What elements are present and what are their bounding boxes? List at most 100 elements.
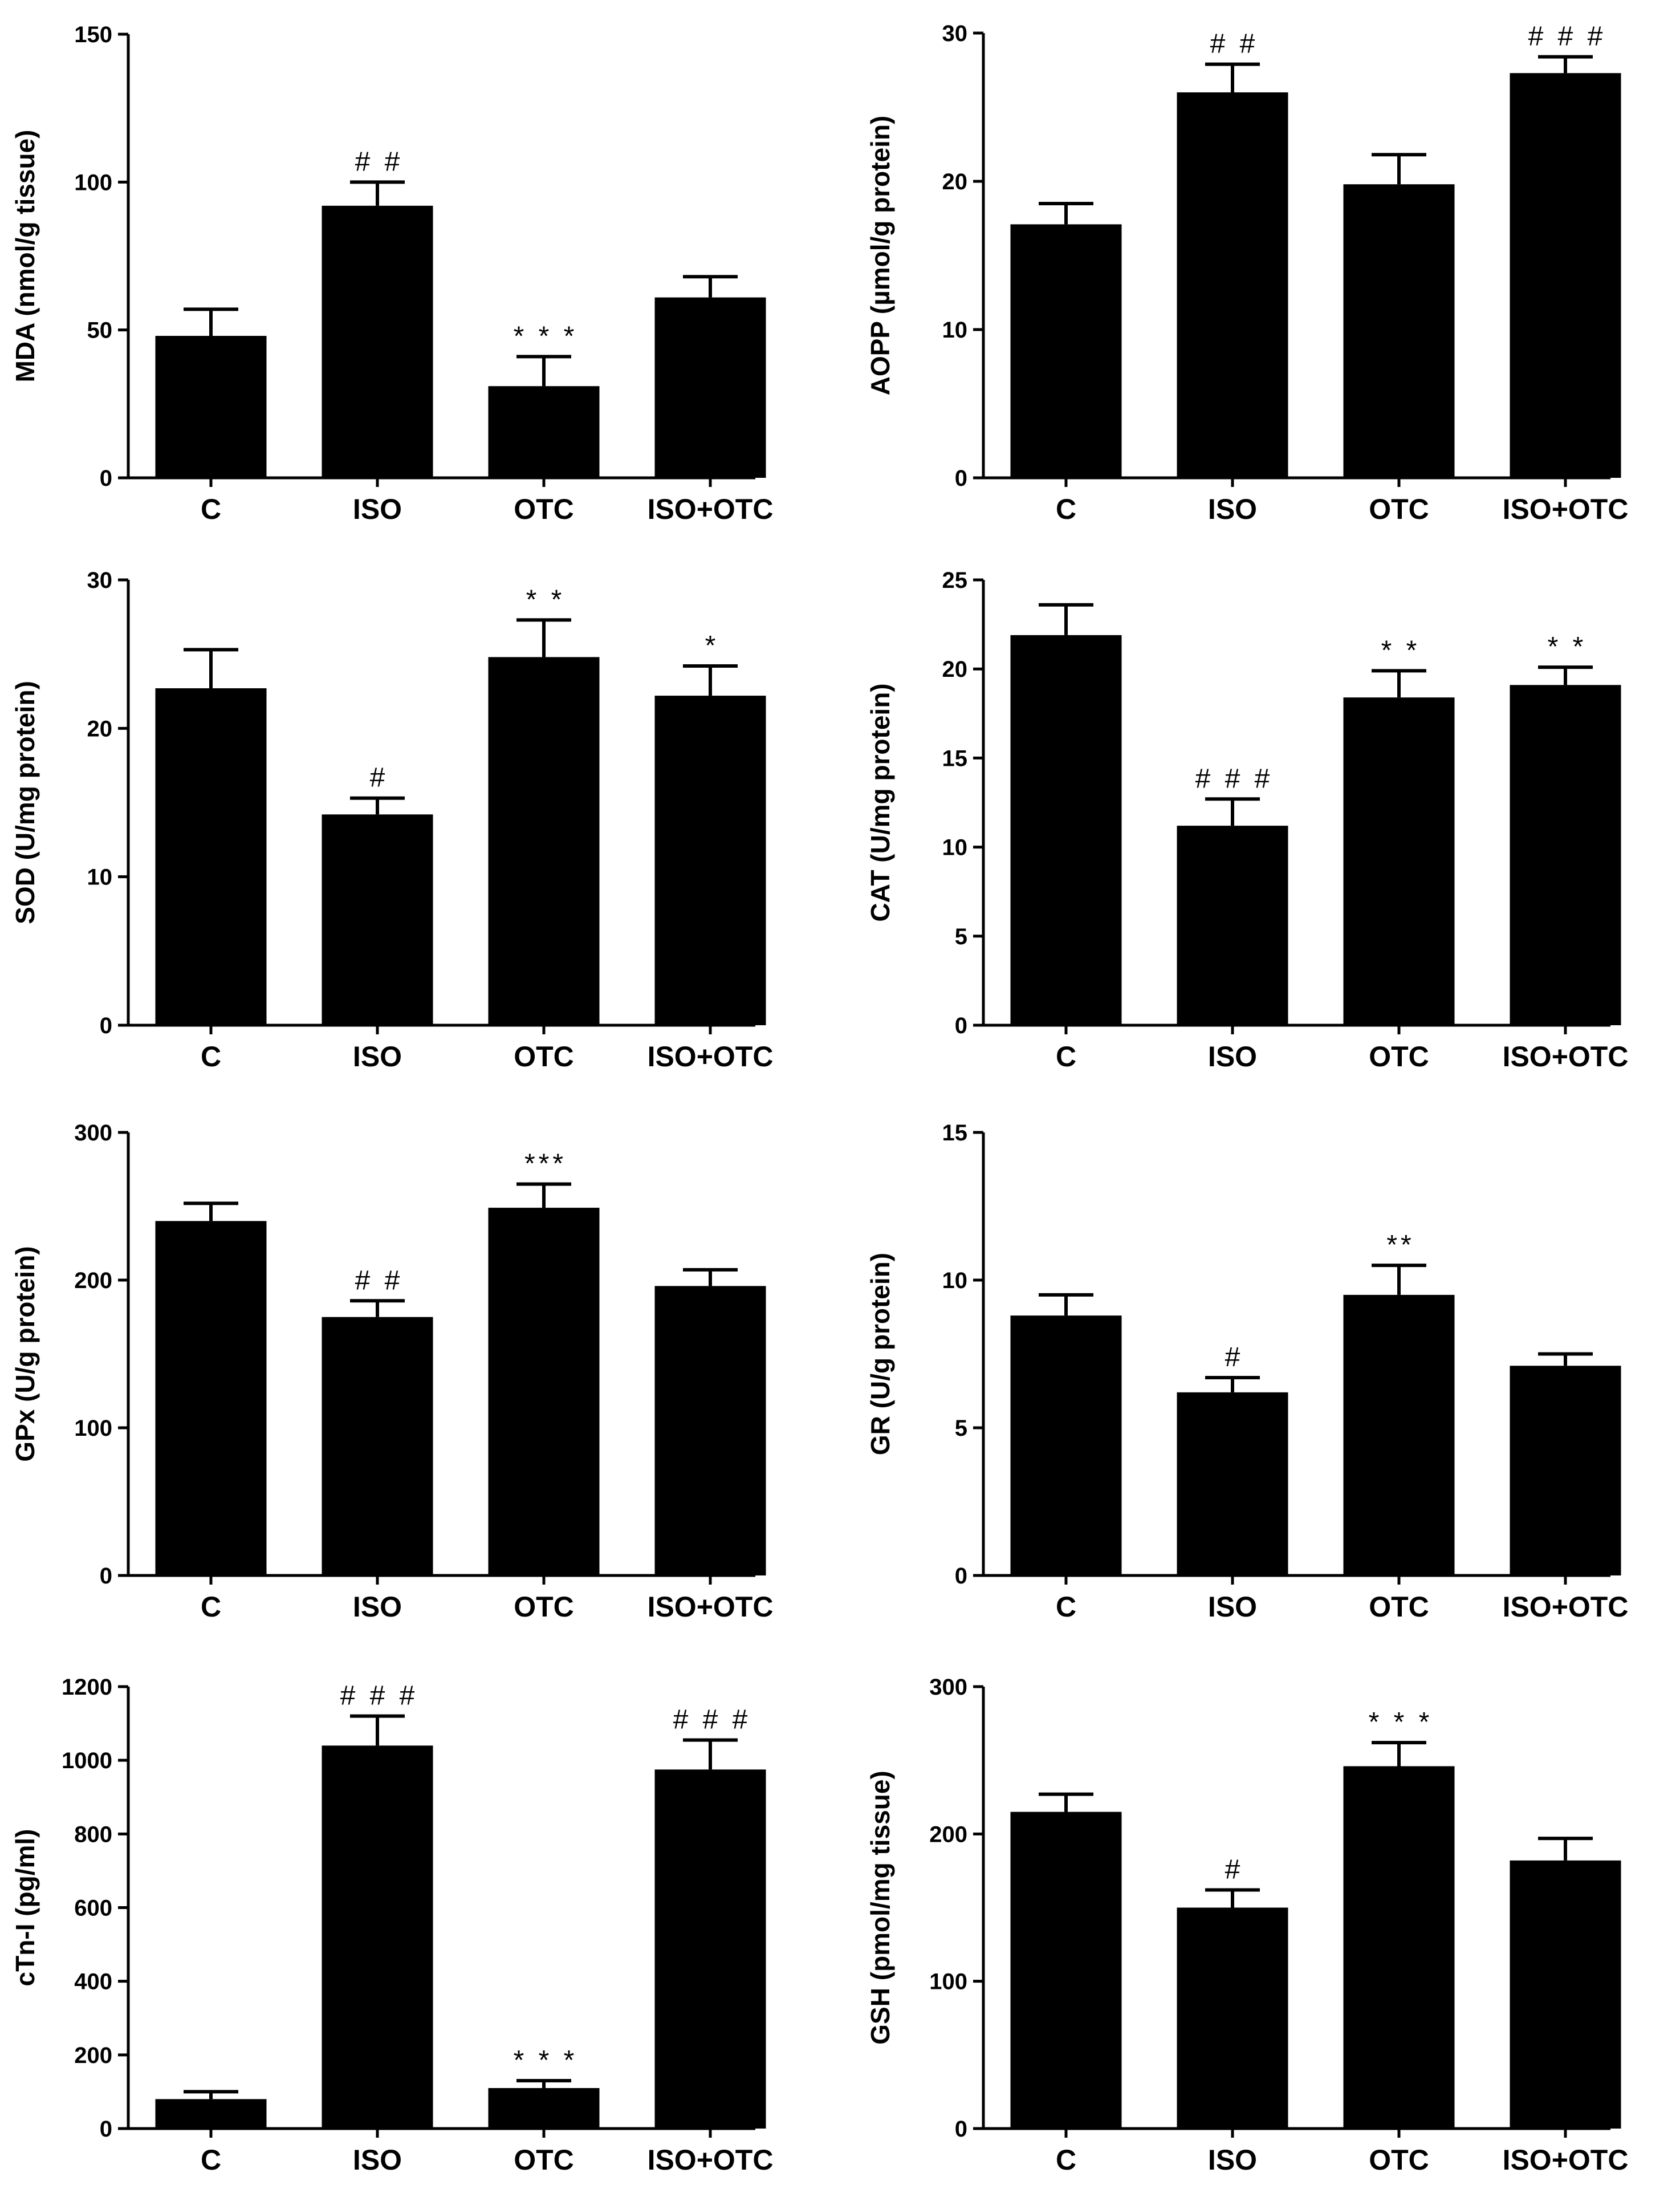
y-axis-label: GR (U/g protein) — [865, 1253, 895, 1455]
significance-label: * * * — [514, 2045, 578, 2076]
chart-panel: 0 10 20 30 AOPP (µmol/g protein) C ISO # # OTC IS… — [844, 0, 1680, 547]
bar — [1177, 1907, 1288, 2129]
category-label: ISO — [353, 2144, 402, 2176]
category-label: C — [1056, 493, 1076, 525]
y-axis-label: GPx (U/g protein) — [10, 1246, 40, 1461]
y-axis-label: SOD (U/mg protein) — [10, 681, 40, 924]
y-tick-label: 50 — [87, 318, 113, 343]
y-tick-label: 400 — [74, 1969, 112, 1995]
y-tick-label: 800 — [74, 1822, 112, 1847]
bar — [1343, 1766, 1455, 2129]
y-tick-label: 300 — [929, 1675, 967, 1700]
y-tick-label: 0 — [955, 2117, 967, 2142]
y-tick-label: 0 — [955, 466, 967, 491]
significance-label: # — [1225, 1855, 1244, 1885]
category-label: ISO — [1208, 493, 1257, 525]
significance-label: # # — [355, 147, 404, 177]
category-label: OTC — [1369, 2144, 1429, 2176]
y-tick-label: 10 — [87, 865, 113, 890]
y-axis-label: GSH (pmol/mg tissue) — [865, 1770, 895, 2044]
category-label: ISO — [353, 1591, 402, 1623]
y-tick-label: 200 — [929, 1822, 967, 1847]
bar — [1510, 685, 1621, 1025]
y-tick-label: 20 — [942, 657, 968, 682]
y-axis-label: cTn-I (pg/ml) — [10, 1829, 40, 1987]
y-tick-label: 600 — [74, 1896, 112, 1921]
significance-label: # — [370, 763, 389, 793]
bar — [654, 1769, 766, 2129]
y-tick-label: 200 — [74, 1268, 112, 1293]
category-label: ISO — [353, 1041, 402, 1073]
category-label: ISO+OTC — [1503, 1591, 1629, 1623]
y-tick-label: 30 — [87, 568, 113, 593]
bar — [322, 1745, 433, 2129]
y-tick-label: 200 — [74, 2043, 112, 2068]
y-tick-label: 25 — [942, 568, 968, 593]
y-tick-label: 10 — [942, 1268, 968, 1293]
y-axis-label: CAT (U/mg protein) — [865, 683, 895, 921]
bar — [322, 1317, 433, 1575]
category-label: C — [201, 2144, 221, 2176]
bar — [1010, 1315, 1122, 1575]
bar — [155, 688, 267, 1025]
bar — [488, 1208, 600, 1575]
y-axis-label: MDA (nmol/g tissue) — [10, 130, 40, 383]
bar-chart: 0 100 200 300 GSH (pmol/mg tissue) C ISO # OTC * … — [865, 1675, 1628, 2176]
bar — [1343, 1294, 1455, 1575]
category-label: OTC — [1369, 493, 1429, 525]
y-tick-label: 20 — [87, 716, 113, 741]
y-tick-label: 15 — [942, 1120, 968, 1146]
bar — [1010, 635, 1122, 1025]
significance-label: # # # — [1528, 22, 1606, 52]
y-tick-label: 0 — [100, 2117, 112, 2142]
y-tick-label: 5 — [955, 1416, 967, 1441]
category-label: ISO+OTC — [648, 2144, 774, 2176]
category-label: ISO — [353, 493, 402, 525]
bar-chart: 0 50 100 150 MDA (nmol/g tissue) C ISO # # OTC * … — [10, 22, 773, 525]
bar — [1343, 697, 1455, 1025]
category-label: ISO+OTC — [1503, 1041, 1629, 1073]
bar-chart: 0 5 10 15 20 25 CAT (U/mg protein) C ISO # # # OTC… — [865, 568, 1629, 1073]
category-label: OTC — [1369, 1591, 1429, 1623]
category-label: C — [1056, 1041, 1076, 1073]
y-tick-label: 0 — [100, 466, 112, 491]
bar — [155, 2099, 267, 2129]
significance-label: # # # — [673, 1705, 751, 1735]
y-tick-label: 1000 — [62, 1748, 112, 1773]
bar — [488, 657, 600, 1025]
significance-label: * * — [1548, 632, 1587, 662]
y-tick-label: 0 — [955, 1563, 967, 1589]
y-tick-label: 100 — [74, 170, 112, 195]
y-tick-label: 0 — [100, 1563, 112, 1589]
bar — [488, 386, 600, 478]
chart-panel: 0 100 200 300 GSH (pmol/mg tissue) C ISO # OTC * … — [844, 1648, 1680, 2189]
significance-label: # # # — [1195, 763, 1274, 794]
y-tick-label: 100 — [74, 1416, 112, 1441]
significance-label: # # — [355, 1265, 404, 1295]
category-label: ISO — [1208, 1591, 1257, 1623]
chart-panel: 0 100 200 300 GPx (U/g protein) C ISO # # OTC ***… — [0, 1100, 810, 1648]
category-label: ISO — [1208, 2144, 1257, 2176]
y-tick-label: 5 — [955, 924, 967, 949]
bar-chart: 0 100 200 300 GPx (U/g protein) C ISO # # OTC ***… — [10, 1120, 773, 1623]
bar — [1010, 1812, 1122, 2129]
y-tick-label: 150 — [74, 22, 112, 47]
y-tick-label: 0 — [955, 1013, 967, 1038]
category-label: ISO+OTC — [1503, 493, 1629, 525]
chart-panel: 0 5 10 15 GR (U/g protein) C ISO # OTC ** ISO+OTC — [844, 1100, 1680, 1648]
y-tick-label: 15 — [942, 746, 968, 771]
bar-chart: 0 10 20 30 SOD (U/mg protein) C ISO # OTC * * ISO+… — [10, 568, 773, 1073]
category-label: C — [201, 1041, 221, 1073]
y-tick-label: 10 — [942, 318, 968, 343]
bar-chart: 0 200 400 600 800 1000 1200 cTn-I (pg/ml) C ISO # … — [10, 1675, 774, 2176]
significance-label: * * — [526, 584, 566, 615]
significance-label: # — [1225, 1342, 1244, 1372]
significance-label: # # — [1210, 29, 1259, 59]
category-label: C — [201, 1591, 221, 1623]
category-label: C — [201, 493, 221, 525]
y-tick-label: 1200 — [62, 1675, 112, 1700]
chart-panel: 0 5 10 15 20 25 CAT (U/mg protein) C ISO # # # OTC… — [844, 547, 1680, 1100]
y-tick-label: 100 — [929, 1969, 967, 1995]
y-tick-label: 0 — [100, 1013, 112, 1038]
bar — [1010, 224, 1122, 478]
